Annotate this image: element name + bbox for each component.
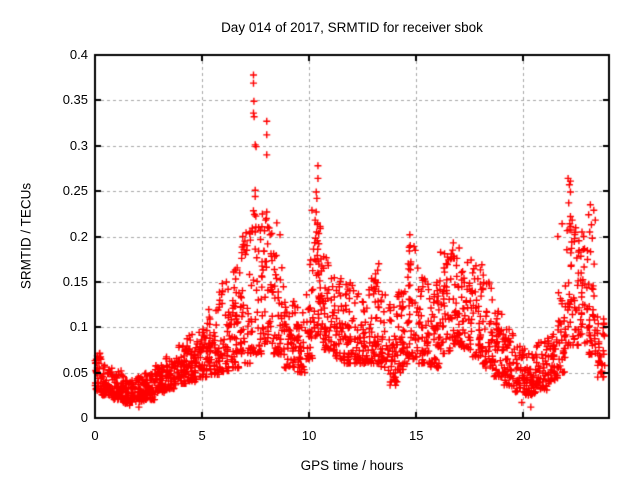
x-axis-label: GPS time / hours: [300, 458, 404, 473]
y-tick-label: 0.4: [69, 47, 88, 62]
x-tick-label: 5: [198, 428, 206, 443]
chart-title: Day 014 of 2017, SRMTID for receiver sbo…: [221, 20, 483, 35]
x-tick-label: 20: [516, 428, 531, 443]
x-tick-label: 10: [301, 428, 317, 443]
y-tick-label: 0.1: [69, 319, 88, 335]
x-tick-label: 0: [91, 428, 99, 443]
y-tick-label: 0.05: [62, 364, 88, 380]
y-tick-label: 0.2: [69, 228, 88, 244]
y-tick-label: 0.25: [62, 183, 88, 199]
y-tick-label: 0.3: [69, 137, 88, 153]
x-tick-label: 15: [409, 428, 424, 443]
y-tick-label: 0.15: [62, 273, 88, 289]
y-tick-label: 0.35: [62, 92, 88, 108]
y-tick-label: 0: [80, 410, 88, 425]
